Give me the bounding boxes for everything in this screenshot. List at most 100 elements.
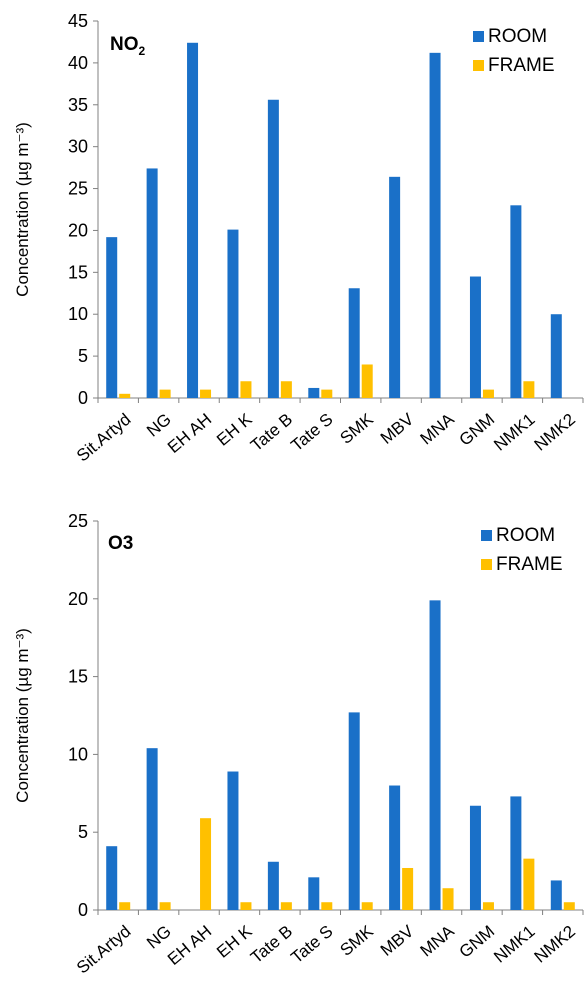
bar-room-8	[389, 176, 401, 398]
x-tick-label: EH AH	[164, 922, 215, 969]
bar-frame-1	[119, 393, 131, 398]
x-tick-label: SMK	[336, 409, 377, 448]
bar-room-5	[267, 99, 279, 399]
bar-room-6	[308, 387, 320, 398]
x-tick-label: Tate B	[247, 410, 296, 456]
bar-frame-6	[321, 389, 333, 398]
bar-frame-5	[280, 902, 292, 910]
y-tick-label: 25	[68, 511, 88, 531]
y-tick-label: 0	[78, 900, 88, 920]
bar-frame-7	[361, 902, 373, 910]
bar-room-2	[146, 748, 158, 910]
y-tick-label: 30	[68, 137, 88, 157]
y-tick-label: 20	[68, 220, 88, 240]
bar-room-1	[106, 237, 118, 398]
x-tick-label: GNM	[456, 410, 499, 450]
y-axis-title: Concentration (µg m⁻³)	[13, 628, 32, 803]
x-tick-label: NMK1	[490, 922, 538, 967]
bar-room-3	[187, 42, 199, 398]
bar-room-12	[550, 880, 562, 910]
x-tick-label: Tate S	[287, 922, 336, 968]
y-tick-label: 10	[68, 304, 88, 324]
chart-title-subscript: 2	[139, 44, 146, 58]
bar-room-9	[429, 600, 441, 910]
bar-frame-7	[361, 364, 373, 398]
bar-room-11	[510, 796, 522, 910]
y-tick-label: 15	[68, 262, 88, 282]
bar-frame-11	[523, 381, 535, 398]
y-tick-label: 5	[78, 822, 88, 842]
bar-frame-5	[280, 381, 292, 398]
bar-room-6	[308, 877, 320, 910]
bar-room-11	[510, 205, 522, 398]
bar-frame-3	[200, 818, 212, 910]
bar-room-4	[227, 771, 239, 910]
bar-frame-9	[442, 888, 454, 910]
bar-frame-8	[402, 867, 414, 910]
bar-room-8	[389, 785, 401, 910]
x-tick-label: Tate S	[287, 410, 336, 456]
legend-swatch-room	[481, 530, 492, 541]
bar-room-10	[469, 805, 481, 910]
y-axis-title: Concentration (µg m⁻³)	[13, 122, 32, 297]
bar-room-10	[469, 276, 481, 398]
bar-frame-2	[159, 902, 171, 910]
legend-swatch-frame	[481, 559, 492, 570]
x-tick-label: NMK2	[531, 410, 579, 455]
bar-frame-3	[200, 389, 212, 398]
legend-label-frame: FRAME	[488, 55, 555, 76]
bar-room-7	[348, 712, 360, 910]
bar-frame-12	[563, 902, 575, 910]
legend-label-room: ROOM	[488, 26, 547, 47]
bar-room-7	[348, 288, 360, 398]
bar-room-12	[550, 314, 562, 398]
x-tick-label: NMK2	[531, 922, 579, 967]
chart-title: NO2	[110, 34, 146, 58]
x-tick-label: SMK	[336, 921, 377, 960]
bar-room-9	[429, 52, 441, 398]
legend-label-room: ROOM	[496, 525, 555, 546]
x-tick-label: Sit.Artyd	[73, 410, 134, 466]
bar-frame-10	[482, 902, 494, 910]
legend-swatch-frame	[473, 60, 484, 71]
chart-title-main: O3	[108, 533, 133, 554]
bar-frame-2	[159, 389, 171, 398]
x-tick-label: GNM	[456, 922, 499, 962]
y-tick-label: 5	[78, 346, 88, 366]
x-tick-label: MNA	[417, 921, 459, 960]
bar-room-1	[106, 846, 118, 910]
bar-frame-1	[119, 902, 131, 910]
x-tick-label: Tate B	[247, 922, 296, 968]
chart-title: O3	[108, 533, 133, 554]
bar-room-2	[146, 168, 158, 398]
x-tick-label: MBV	[377, 921, 418, 960]
y-tick-label: 20	[68, 589, 88, 609]
legend-swatch-room	[473, 31, 484, 42]
bar-room-5	[267, 861, 279, 910]
y-tick-label: 15	[68, 667, 88, 687]
x-tick-label: NMK1	[490, 410, 538, 455]
bar-frame-4	[240, 902, 252, 910]
y-tick-label: 10	[68, 744, 88, 764]
bar-frame-11	[523, 858, 535, 910]
bar-frame-4	[240, 381, 252, 398]
x-tick-label: Sit.Artyd	[73, 922, 134, 978]
bar-room-4	[227, 229, 239, 398]
x-tick-label: NG	[143, 410, 175, 441]
chart-title-main: NO	[110, 34, 139, 55]
x-tick-label: MNA	[417, 409, 459, 448]
bar-frame-6	[321, 902, 333, 910]
y-tick-label: 25	[68, 179, 88, 199]
y-tick-label: 40	[68, 53, 88, 73]
bar-frame-10	[482, 389, 494, 398]
x-tick-label: NG	[143, 922, 175, 953]
x-tick-label: MBV	[377, 409, 418, 448]
x-tick-label: EH AH	[164, 410, 215, 457]
y-tick-label: 0	[78, 388, 88, 408]
y-tick-label: 45	[68, 11, 88, 31]
y-tick-label: 35	[68, 95, 88, 115]
